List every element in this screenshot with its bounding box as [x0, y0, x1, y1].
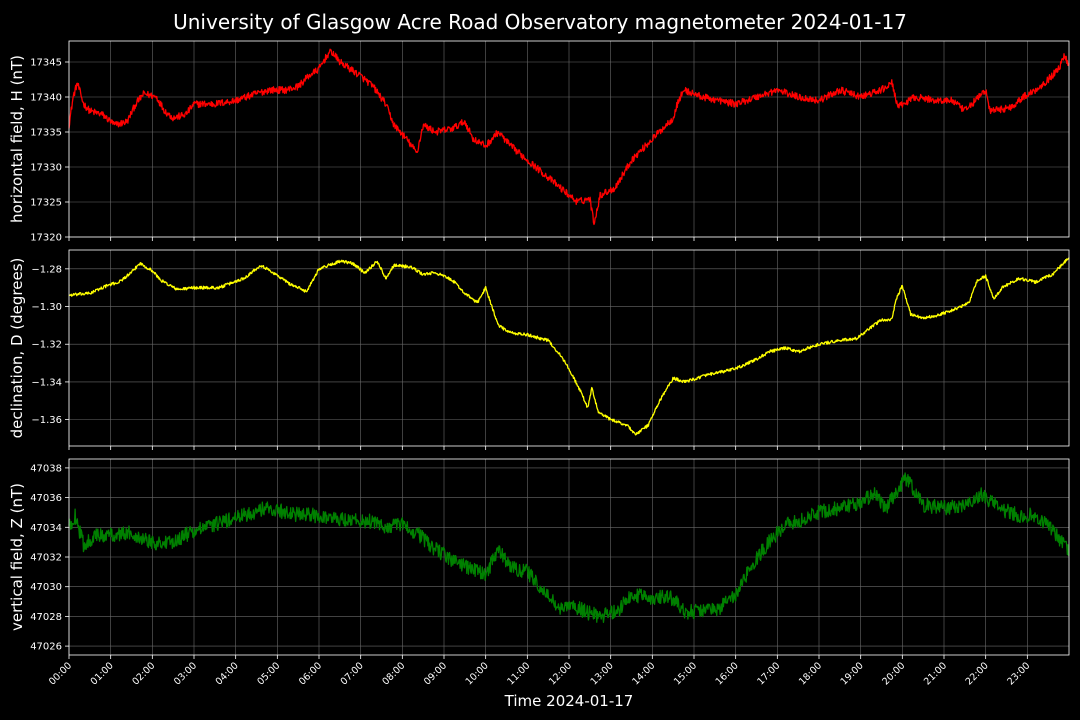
x-tick-label: 22:00 — [964, 660, 991, 687]
chart-panels: 17320 17325 17330 17335 17340 17345 horizontal… — [8, 40, 1070, 687]
x-tick-label: 04:00 — [214, 660, 241, 687]
series-line — [68, 48, 1070, 226]
x-tick-label: 18:00 — [797, 660, 824, 687]
panel-3: 47026 47028 47030 47032 47034 47036 47038 verti… — [8, 458, 1070, 659]
x-tick-label: 23:00 — [1005, 660, 1032, 687]
y-tick-label: 47036 — [30, 493, 62, 504]
y-tick-label: 47030 — [30, 582, 62, 593]
y-tick-label: 47038 — [30, 463, 62, 474]
x-tick-label: 14:00 — [630, 660, 657, 687]
panel-1: 17320 17325 17330 17335 17340 17345 horizontal… — [8, 40, 1070, 244]
x-tick-label: 19:00 — [839, 660, 866, 687]
y-tick-label: 17335 — [30, 128, 62, 139]
y-tick-label: 17330 — [30, 163, 62, 174]
chart-title: University of Glasgow Acre Road Observat… — [173, 10, 907, 34]
x-axis-label: Time 2024-01-17 — [504, 692, 634, 710]
x-tick-label: 10:00 — [464, 660, 491, 687]
series-line — [68, 472, 1070, 624]
x-tick-label: 02:00 — [130, 660, 157, 687]
y-tick-label: 17325 — [30, 198, 62, 209]
x-tick-label: 13:00 — [589, 660, 616, 687]
y-tick-label: 17320 — [30, 233, 62, 244]
y-axis-label: declination, D (degrees) — [8, 258, 26, 439]
y-tick-label: −1.34 — [31, 377, 62, 388]
x-tick-label: 03:00 — [172, 660, 199, 687]
y-tick-label: −1.36 — [31, 415, 62, 426]
y-tick-label: −1.28 — [31, 264, 62, 275]
x-tick-label: 00:00 — [47, 660, 74, 687]
y-tick-label: 47026 — [30, 642, 62, 653]
y-tick-label: 17345 — [30, 58, 62, 69]
x-tick-label: 07:00 — [339, 660, 366, 687]
panel-2: −1.36 −1.34 −1.32 −1.30 −1.28 declination, D … — [8, 249, 1070, 450]
y-tick-label: −1.32 — [31, 340, 62, 351]
x-tick-label: 09:00 — [422, 660, 449, 687]
y-tick-label: 47032 — [30, 553, 62, 564]
y-tick-label: 47034 — [30, 523, 62, 534]
y-tick-label: −1.30 — [31, 302, 62, 313]
x-tick-label: 06:00 — [297, 660, 324, 687]
y-tick-label: 17340 — [30, 93, 62, 104]
y-axis-label: vertical field, Z (nT) — [8, 483, 26, 631]
x-tick-label: 12:00 — [547, 660, 574, 687]
x-tick-label: 17:00 — [755, 660, 782, 687]
x-tick-label: 15:00 — [672, 660, 699, 687]
x-tick-label: 08:00 — [380, 660, 407, 687]
x-tick-label: 05:00 — [255, 660, 282, 687]
x-tick-label: 21:00 — [922, 660, 949, 687]
y-tick-label: 47028 — [30, 612, 62, 623]
x-tick-label: 20:00 — [880, 660, 907, 687]
y-axis-label: horizontal field, H (nT) — [8, 55, 26, 223]
x-tick-label: 01:00 — [89, 660, 116, 687]
x-tick-label: 11:00 — [505, 660, 532, 687]
series-line — [68, 257, 1070, 436]
x-tick-label: 16:00 — [714, 660, 741, 687]
